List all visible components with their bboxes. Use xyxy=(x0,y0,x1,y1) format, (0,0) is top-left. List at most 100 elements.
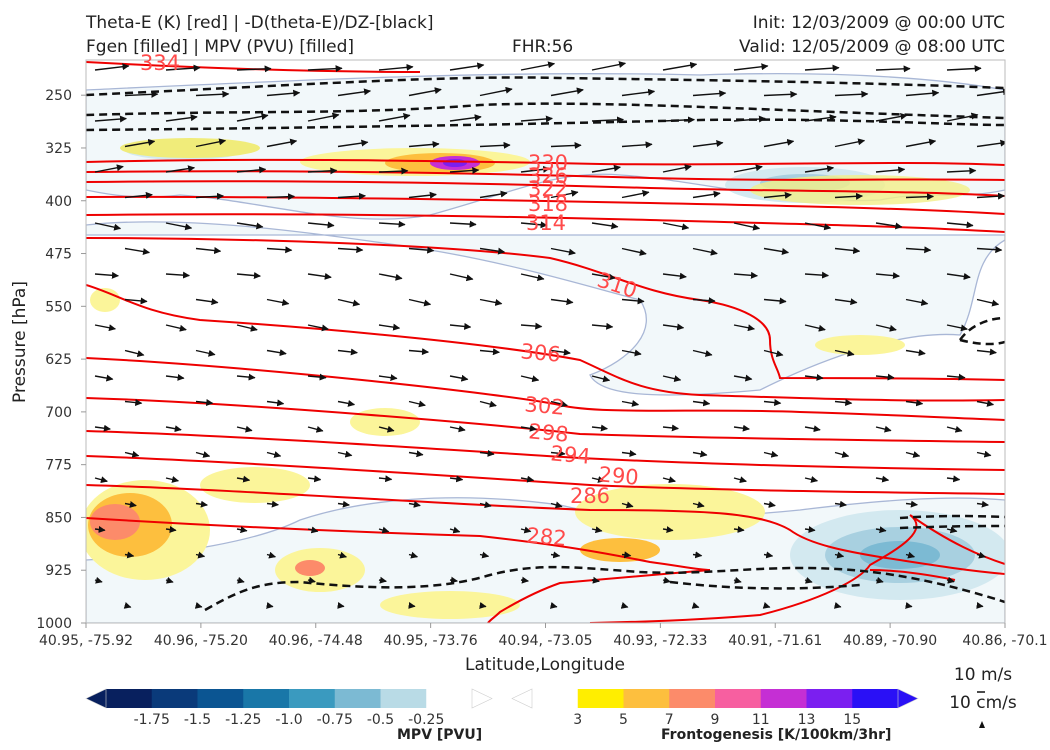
wind-arrow xyxy=(591,375,611,383)
wind-arrow xyxy=(195,298,219,306)
theta-e-line xyxy=(86,455,1005,495)
theta-e-line xyxy=(86,213,1005,233)
wind-arrow xyxy=(165,576,174,584)
wind-arrow xyxy=(591,164,621,173)
colorbar-tick-label: 3 xyxy=(573,712,582,728)
wind-arrow xyxy=(763,138,795,148)
wind-arrow xyxy=(976,500,989,508)
colorbar-swatch xyxy=(852,689,899,708)
wind-arrow xyxy=(692,450,708,458)
wind-arrow xyxy=(479,348,500,356)
wind-arrow xyxy=(408,450,424,458)
wind-arrow xyxy=(266,602,274,609)
wind-arrow xyxy=(662,476,676,484)
x-axis-label: Latitude,Longitude xyxy=(465,655,625,675)
colorbar-tick-label: -1.0 xyxy=(275,712,302,728)
wind-arrow xyxy=(266,193,296,201)
title-line-1: Theta-E (K) [red] | -D(theta-E)/DZ-[blac… xyxy=(86,13,434,33)
wind-arrow xyxy=(662,424,679,432)
wind-arrow xyxy=(905,451,921,458)
theta-e-contour-labels: 3343303263223183143103063022982942902862… xyxy=(140,51,640,551)
wind-arrow xyxy=(550,87,584,97)
title-line-2: Fgen [filled] | MPV (PVU) [filled] xyxy=(86,37,355,57)
wind-arrow xyxy=(307,112,340,122)
wind-arrow xyxy=(408,601,416,609)
y-axis-label: Pressure [hPa] xyxy=(10,281,30,403)
colorbar-swatch xyxy=(380,689,427,708)
wind-arrow xyxy=(763,297,787,305)
wind-arrow xyxy=(550,501,563,509)
wind-arrow xyxy=(976,298,1000,307)
wind-arrow xyxy=(124,297,148,305)
wind-arrow xyxy=(804,165,835,173)
wind-arrow xyxy=(378,220,406,228)
dtheta-dz-contours xyxy=(86,76,1005,612)
colorbar-tick-label: -1.25 xyxy=(225,712,261,728)
wind-arrow xyxy=(236,272,261,280)
wind-arrow xyxy=(520,61,556,71)
wind-arrow xyxy=(733,63,769,71)
colorbar-extend-right xyxy=(897,688,919,709)
forecast-hour: FHR:56 xyxy=(512,37,574,57)
wind-arrow xyxy=(408,551,419,559)
wind-arrow xyxy=(621,297,645,305)
wind-arrow xyxy=(662,576,671,584)
wind-arrow xyxy=(833,602,842,609)
wind-arrow xyxy=(195,192,224,200)
wind-arrow xyxy=(307,425,324,433)
wind-arrow xyxy=(236,576,245,584)
wind-arrow xyxy=(834,247,861,254)
wind-arrow xyxy=(763,500,776,508)
frontogenesis-colorbar: 3 5 7 9 11 13 15 xyxy=(511,688,919,728)
wind-arrow xyxy=(449,374,469,382)
wind-arrow xyxy=(520,375,540,383)
wind-arrow xyxy=(449,526,461,534)
wind-arrow xyxy=(905,298,929,306)
wind-arrow xyxy=(834,349,855,357)
colorbar-tick-label: -0.5 xyxy=(367,712,394,728)
frontogenesis-regions xyxy=(86,138,970,619)
wind-arrow xyxy=(94,164,124,173)
colorbar-tick-label: 13 xyxy=(798,712,816,728)
plot-area xyxy=(86,60,1005,623)
wind-arrow xyxy=(621,349,642,357)
wind-arrow xyxy=(378,475,393,483)
y-axis-ticks: 250 325 400 475 550 625 700 775 850 925 1000 xyxy=(36,88,86,632)
wind-arrow xyxy=(307,221,335,229)
wind-arrow xyxy=(804,64,840,72)
wind-arrow xyxy=(733,424,750,432)
y-tick-label: 325 xyxy=(45,141,72,157)
wind-arrow xyxy=(621,190,650,199)
y-tick-label: 400 xyxy=(45,194,72,210)
colorbar-swatch xyxy=(106,689,153,708)
wind-arrow xyxy=(733,374,753,382)
wind-arrow xyxy=(307,167,338,175)
wind-arrow xyxy=(763,349,784,358)
wind-arrow xyxy=(905,193,935,201)
wind-arrow xyxy=(94,271,119,279)
wind-arrow xyxy=(946,576,955,584)
wind-arrow xyxy=(834,298,858,306)
wind-arrow xyxy=(194,602,203,609)
wind-arrow xyxy=(408,298,432,307)
wind-arrow xyxy=(307,272,332,280)
wind-arrow xyxy=(449,576,458,584)
wind-arrow xyxy=(378,273,403,281)
wind-arrow xyxy=(94,324,116,332)
wind-arrow xyxy=(591,476,606,483)
wind-arrow xyxy=(875,166,906,174)
wind-arrow xyxy=(834,500,847,508)
colorbar-swatch xyxy=(623,689,670,708)
wind-arrow xyxy=(946,324,968,332)
wind-vectors xyxy=(94,61,1005,609)
wind-arrow xyxy=(479,551,490,559)
wind-arrow xyxy=(449,322,472,330)
wind-arrow xyxy=(236,113,269,122)
wind-arrow xyxy=(449,167,480,174)
wind-arrow xyxy=(337,246,364,254)
wind-arrow xyxy=(165,165,196,173)
wind-arrow xyxy=(550,189,579,199)
wind-arrow xyxy=(662,222,690,231)
theta-e-contour-label: 314 xyxy=(526,211,566,235)
